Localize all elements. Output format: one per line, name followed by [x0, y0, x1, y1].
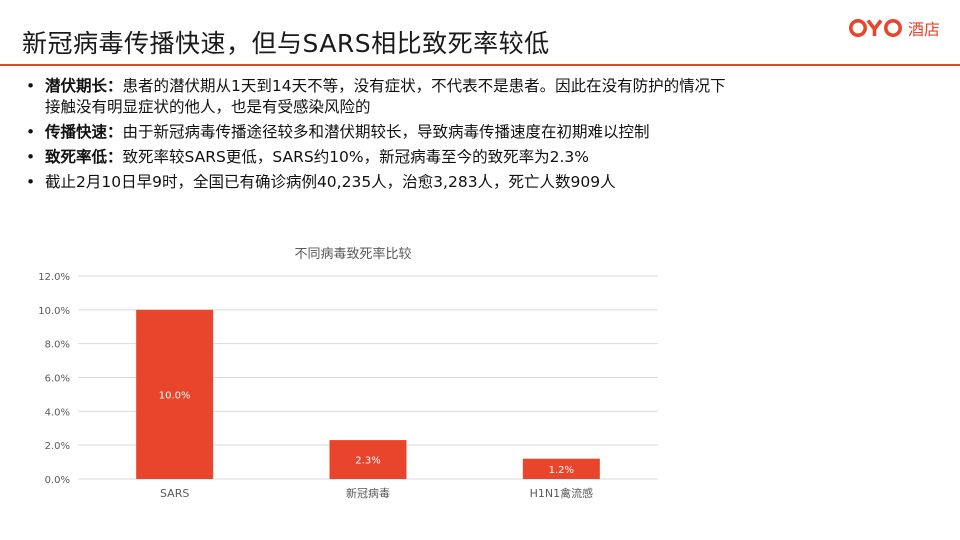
y-tick-label: 12.0%: [38, 272, 70, 283]
title-divider: [0, 64, 960, 66]
y-tick-label: 8.0%: [45, 340, 70, 351]
bullet-head: 潜伏期长：: [45, 77, 123, 95]
data-label: 10.0%: [159, 390, 191, 401]
x-category-label: H1N1禽流感: [530, 486, 594, 500]
bullet-body: 由于新冠病毒传播途径较多和潜伏期较长，导致病毒传播速度在初期难以控制: [122, 122, 650, 141]
bullet-body: 致死率较SARS更低，SARS约10%，新冠病毒至今的致死率为2.3%: [122, 147, 590, 166]
bar-1: [329, 440, 407, 479]
chart-title: 不同病毒致死率比较: [294, 246, 411, 262]
y-tick-label: 10.0%: [38, 306, 70, 317]
oyo-logo-mark: [849, 19, 902, 37]
logo-text: 酒店: [908, 20, 941, 39]
bullet-head: 传播快速：: [45, 122, 123, 141]
x-category-label: 新冠病毒: [346, 486, 390, 500]
y-tick-label: 2.0%: [45, 441, 70, 452]
fatality-bar-chart: 不同病毒致死率比较 0.0% 2.0% 4.0% 6.0% 8.0% 10.0% 12.0%…: [38, 246, 658, 500]
bar-2: [522, 458, 600, 479]
data-label: 1.2%: [549, 465, 574, 476]
bullet-fatality: 致死率低：致死率较SARS更低，SARS约10%，新冠病毒至今的致死率为2.3%: [26, 147, 726, 168]
data-label: 2.3%: [355, 456, 380, 467]
bullet-case-stats: 截止2月10日早9时，全国已有确诊病例40,235人，治愈3,283人，死亡人数…: [26, 172, 726, 193]
y-tick-label: 0.0%: [45, 475, 70, 486]
bar-0: [136, 309, 214, 479]
brand-logo: 酒店: [849, 16, 940, 40]
bullet-incubation: 潜伏期长：患者的潜伏期从1天到14天不等，没有症状，不代表不是患者。因此在没有防…: [26, 76, 726, 117]
y-tick-label: 6.0%: [45, 374, 70, 385]
bullet-head: 致死率低：: [45, 147, 123, 166]
slide-title: 新冠病毒传播快速，但与SARS相比致死率较低: [22, 29, 550, 58]
bullet-transmission: 传播快速：由于新冠病毒传播途径较多和潜伏期较长，导致病毒传播速度在初期难以控制: [26, 122, 726, 143]
y-tick-label: 4.0%: [45, 407, 70, 418]
x-category-label: SARS: [160, 487, 189, 500]
bullet-list: 潜伏期长：患者的潜伏期从1天到14天不等，没有症状，不代表不是患者。因此在没有防…: [26, 76, 726, 197]
bullet-body: 患者的潜伏期从1天到14天不等，没有症状，不代表不是患者。因此在没有防护的情况下…: [45, 77, 726, 116]
bullet-body: 截止2月10日早9时，全国已有确诊病例40,235人，治愈3,283人，死亡人数…: [45, 172, 616, 191]
